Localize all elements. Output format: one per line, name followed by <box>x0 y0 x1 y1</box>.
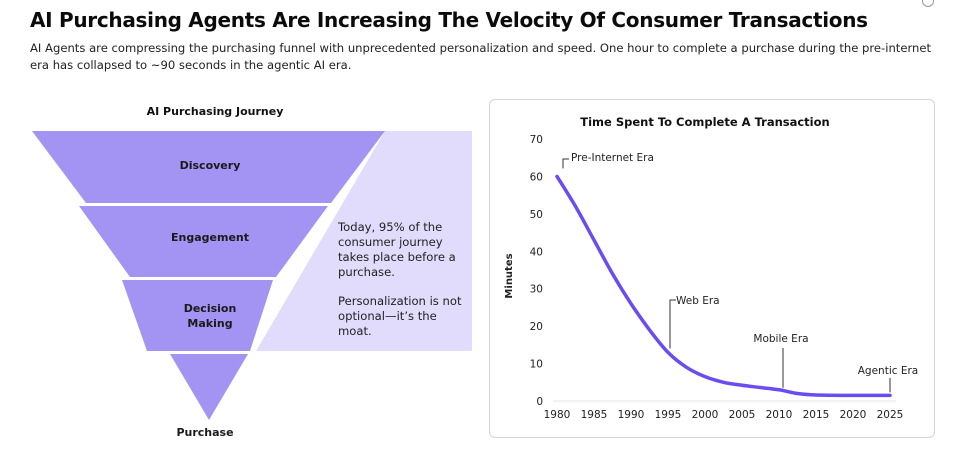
chart-title: Time Spent To Complete A Transaction <box>580 115 829 129</box>
stage-label-engagement: Engagement <box>171 231 249 244</box>
annotation-label: Agentic Era <box>858 365 919 377</box>
y-tick-label: 10 <box>530 359 543 371</box>
series-line <box>555 174 892 398</box>
y-tick-label: 70 <box>530 134 543 146</box>
chart-card <box>489 99 935 438</box>
y-tick-label: 60 <box>530 171 543 183</box>
annotation-label: Mobile Era <box>753 333 808 345</box>
funnel-stage-engagement <box>79 206 328 277</box>
funnel-note-journey: Today, 95% of the consumer journey takes… <box>338 220 456 279</box>
x-tick-label: 1990 <box>618 409 645 421</box>
funnel-note-panel <box>256 131 472 351</box>
funnel-stage-decision <box>122 280 273 351</box>
funnel-stage-discovery <box>32 131 385 203</box>
annotation-label: Pre-Internet Era <box>571 152 654 164</box>
x-tick-label: 2015 <box>803 409 830 421</box>
x-tick-label: 2005 <box>729 409 756 421</box>
funnel-stage-purchase <box>170 354 248 420</box>
x-tick-label: 2010 <box>766 409 793 421</box>
funnel-note-personalization: Personalization is not optional—it’s the… <box>338 294 462 338</box>
y-tick-label: 50 <box>530 209 543 221</box>
funnel-graphic <box>32 131 472 420</box>
x-tick-label: 2020 <box>840 409 867 421</box>
page-title: AI Purchasing Agents Are Increasing The … <box>30 8 868 32</box>
x-tick-label: 2000 <box>692 409 719 421</box>
annotation-leader <box>562 158 569 169</box>
x-tick-label: 1980 <box>544 409 571 421</box>
annotation-label: Web Era <box>676 295 720 307</box>
y-tick-label: 20 <box>530 321 543 333</box>
y-axis-label: Minutes <box>504 253 515 298</box>
x-tick-label: 1985 <box>581 409 608 421</box>
x-tick-label: 1995 <box>655 409 682 421</box>
x-tick-label: 2025 <box>877 409 904 421</box>
y-tick-label: 30 <box>530 284 543 296</box>
page-subtitle: AI Agents are compressing the purchasing… <box>30 41 932 72</box>
stage-label-purchase: Purchase <box>176 426 234 439</box>
stage-label-discovery: Discovery <box>179 159 241 172</box>
stage-label-decision: Decision Making <box>183 302 237 330</box>
funnel-title: AI Purchasing Journey <box>146 105 284 118</box>
y-tick-label: 0 <box>536 396 543 408</box>
annotation-leader <box>669 299 676 349</box>
y-tick-label: 40 <box>530 246 543 258</box>
